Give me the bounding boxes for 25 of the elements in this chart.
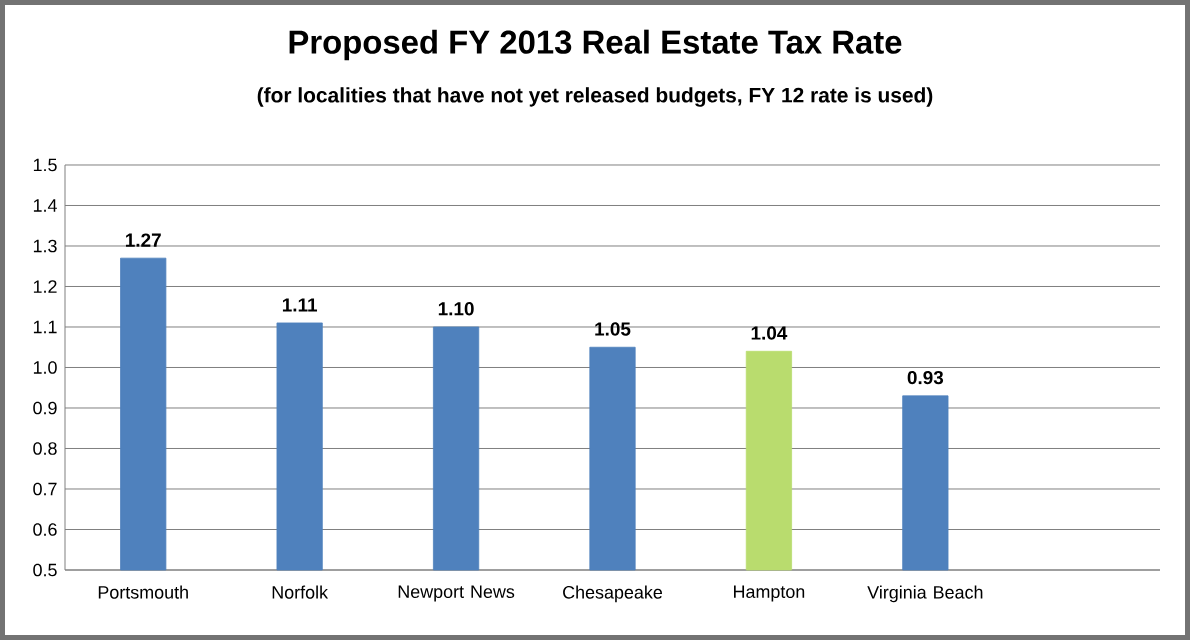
y-tick-label: 1.2 [33, 280, 57, 293]
y-tick-label: 1.1 [33, 320, 57, 334]
y-tick-label: 1.5 [33, 158, 57, 172]
data-label: 1.11 [282, 298, 318, 312]
x-tick-label: Norfolk [272, 585, 329, 599]
y-tick-label: 0.5 [33, 563, 57, 577]
y-tick-label: 0.6 [33, 523, 57, 536]
data-label: 0.93 [907, 370, 944, 385]
data-label: 1.27 [125, 233, 161, 247]
data-label: 1.05 [595, 322, 631, 336]
y-tick-label: 1.0 [33, 361, 57, 374]
x-tick-label: Newport News [398, 585, 515, 602]
x-tick-label: Virginia Beach [867, 585, 983, 603]
y-tick-label: 0.9 [33, 401, 57, 415]
chart-subtitle: (for localities that have not yet released budgets, FY 12 rate is used) [257, 87, 933, 107]
data-label: 1.04 [751, 326, 788, 340]
x-tick-label: Chesapeake [563, 585, 663, 603]
data-label: 1.10 [438, 302, 474, 316]
y-tick-label: 0.8 [33, 442, 57, 455]
chart-title: Proposed FY 2013 Real Estate Tax Rate [289, 29, 902, 61]
x-tick-label: Portsmouth [98, 585, 188, 599]
y-tick-label: 1.4 [33, 199, 57, 212]
y-tick-label: 1.3 [33, 239, 57, 253]
x-tick-label: Hampton [734, 585, 805, 602]
y-tick-label: 0.7 [33, 482, 57, 496]
